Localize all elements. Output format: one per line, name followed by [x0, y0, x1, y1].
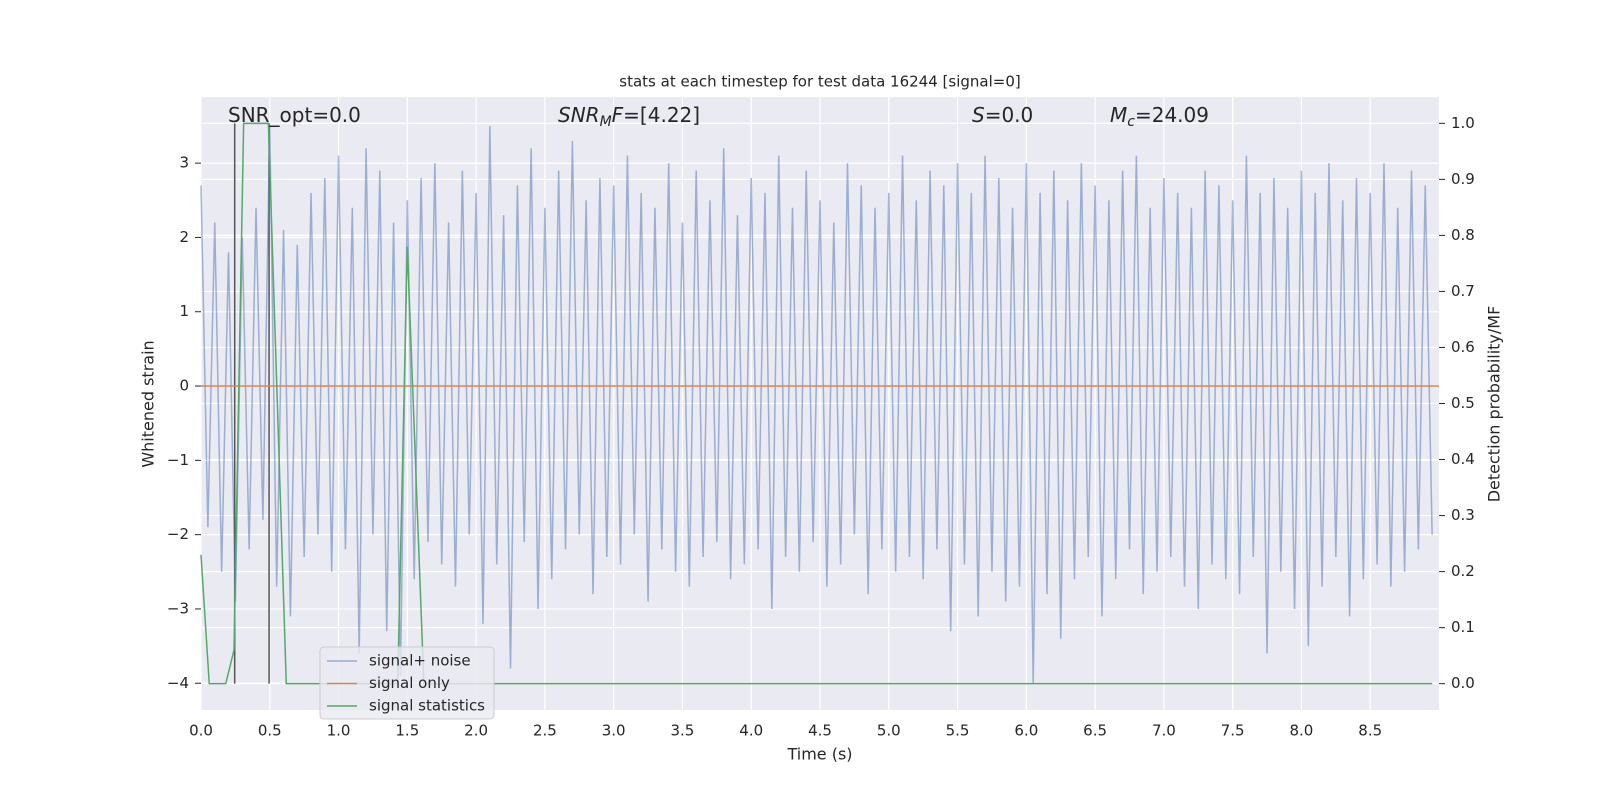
y2-tick-label: 0.3: [1451, 506, 1475, 524]
annotation-part: M: [600, 114, 612, 130]
x-tick-label: 2.0: [464, 722, 488, 740]
x-tick-label: 3.0: [602, 722, 626, 740]
y2-tick-label: 0.2: [1451, 562, 1475, 580]
y-tick-label: −2: [167, 525, 189, 543]
x-tick-label: 7.5: [1221, 722, 1245, 740]
x-tick-label: 8.0: [1290, 722, 1314, 740]
y-axis-label: Whitened strain: [139, 340, 158, 467]
annotation-part: c: [1127, 114, 1135, 130]
annotation-part: S: [972, 103, 985, 127]
x-tick-label: 1.0: [327, 722, 351, 740]
legend-box: [319, 646, 495, 720]
chart-title: stats at each timestep for test data 162…: [619, 73, 1020, 91]
legend-label: signal statistics: [369, 697, 485, 715]
y2-axis-label: Detection probability/MF: [1485, 306, 1504, 503]
y-tick-label: −1: [167, 451, 189, 469]
annotation-part: M: [1110, 103, 1127, 127]
series-line: [200, 122, 1433, 685]
y2-tick-label: 0.7: [1451, 282, 1475, 300]
y2-tick-label: 0.6: [1451, 338, 1475, 356]
x-tick-label: 1.5: [395, 722, 419, 740]
y-tick-label: 3: [179, 154, 189, 172]
y-tick-label: 2: [179, 228, 189, 246]
x-tick-label: 2.5: [533, 722, 557, 740]
annotation-part: =[4.22]: [623, 103, 700, 127]
x-tick-label: 4.0: [739, 722, 763, 740]
x-axis-label: Time (s): [786, 745, 852, 764]
annotation: Mc=24.09: [1110, 103, 1209, 131]
x-tick-label: 8.5: [1358, 722, 1382, 740]
annotation: S=0.0: [972, 103, 1033, 127]
y-tick-label: 0: [179, 377, 189, 395]
x-tick-label: 0.0: [189, 722, 213, 740]
y2-tick-label: 0.0: [1451, 674, 1475, 692]
x-tick-label: 5.5: [946, 722, 970, 740]
annotation-part: SNR_opt=0.0: [228, 103, 361, 127]
y2-tick-label: 0.1: [1451, 618, 1475, 636]
x-tick-label: 5.0: [877, 722, 901, 740]
y2-tick-label: 1.0: [1451, 114, 1475, 132]
annotation-part: SNR: [558, 103, 600, 127]
y-tick-label: −3: [167, 599, 189, 617]
annotation-part: =0.0: [985, 103, 1034, 127]
annotation: SNR_opt=0.0: [228, 103, 361, 127]
legend-label: signal+ noise: [369, 652, 471, 670]
y2-tick-label: 0.9: [1451, 170, 1475, 188]
x-tick-label: 3.5: [671, 722, 695, 740]
x-tick-label: 4.5: [808, 722, 832, 740]
legend-label: signal only: [369, 674, 450, 692]
annotation: SNRMF=[4.22]: [558, 103, 700, 131]
y-tick-label: −4: [167, 674, 189, 692]
y2-tick-label: 0.4: [1451, 450, 1475, 468]
x-tick-label: 0.5: [258, 722, 282, 740]
annotation-part: =24.09: [1135, 103, 1209, 127]
x-tick-label: 6.5: [1083, 722, 1107, 740]
annotation-part: F: [612, 103, 624, 127]
y-tick-label: 1: [179, 302, 189, 320]
legend: signal+ noise signal only signal statistic…: [319, 646, 495, 720]
y2-tick-label: 0.5: [1451, 394, 1475, 412]
y2-tick-label: 0.8: [1451, 226, 1475, 244]
x-tick-label: 6.0: [1014, 722, 1038, 740]
x-tick-label: 7.0: [1152, 722, 1176, 740]
